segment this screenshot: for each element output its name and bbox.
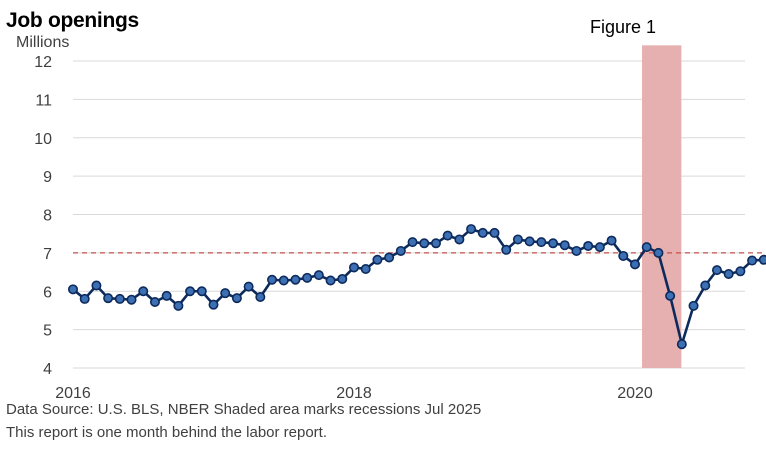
y-tick-label: 4 bbox=[43, 361, 52, 378]
data-source-note: Data Source: U.S. BLS, NBER Shaded area … bbox=[6, 401, 482, 418]
data-point bbox=[653, 247, 664, 258]
report-lag-note: This report is one month behind the labo… bbox=[6, 424, 328, 441]
data-point bbox=[524, 236, 535, 247]
data-point bbox=[571, 245, 582, 256]
data-point bbox=[548, 238, 559, 249]
data-point bbox=[337, 273, 348, 284]
data-point bbox=[231, 293, 242, 304]
y-axis-label: Millions bbox=[16, 34, 70, 51]
data-point bbox=[360, 263, 371, 274]
data-point bbox=[255, 292, 266, 303]
data-point bbox=[606, 235, 617, 246]
data-point bbox=[220, 288, 231, 299]
data-point bbox=[536, 237, 547, 248]
y-tick-label: 10 bbox=[34, 131, 52, 148]
data-point bbox=[711, 265, 722, 276]
data-point bbox=[114, 293, 125, 304]
y-tick-label: 6 bbox=[43, 284, 52, 301]
y-tick-label: 12 bbox=[34, 54, 52, 71]
data-point bbox=[559, 240, 570, 251]
data-point bbox=[583, 240, 594, 251]
x-tick-label: 2016 bbox=[55, 385, 91, 400]
data-point bbox=[91, 280, 102, 291]
data-point bbox=[419, 238, 430, 249]
data-point bbox=[594, 242, 605, 253]
data-point bbox=[489, 227, 500, 238]
data-point bbox=[676, 339, 687, 350]
data-point bbox=[267, 274, 278, 285]
data-point bbox=[407, 237, 418, 248]
data-point bbox=[208, 299, 219, 310]
data-point bbox=[758, 254, 766, 265]
data-point bbox=[665, 290, 676, 301]
data-point bbox=[477, 227, 488, 238]
data-point bbox=[149, 296, 160, 307]
data-point bbox=[138, 286, 149, 297]
data-point bbox=[735, 266, 746, 277]
data-point bbox=[173, 300, 184, 311]
data-point bbox=[629, 259, 640, 270]
y-tick-label: 7 bbox=[43, 246, 52, 263]
data-point bbox=[302, 272, 313, 283]
figure-label: Figure 1 bbox=[590, 17, 657, 37]
data-point bbox=[290, 274, 301, 285]
y-tick-label: 11 bbox=[35, 92, 52, 109]
data-point bbox=[278, 275, 289, 286]
x-tick-label: 2018 bbox=[336, 385, 372, 400]
data-point bbox=[466, 224, 477, 235]
data-point bbox=[384, 252, 395, 263]
data-point bbox=[700, 280, 711, 291]
data-point bbox=[747, 255, 758, 266]
data-point bbox=[313, 270, 324, 281]
y-tick-label: 8 bbox=[43, 208, 52, 225]
x-tick-label: 2020 bbox=[617, 385, 653, 400]
data-point bbox=[442, 230, 453, 241]
data-point bbox=[161, 290, 172, 301]
data-point bbox=[454, 234, 465, 245]
data-point bbox=[196, 286, 207, 297]
data-point bbox=[185, 286, 196, 297]
data-point bbox=[243, 281, 254, 292]
data-point bbox=[723, 268, 734, 279]
data-point bbox=[348, 262, 359, 273]
data-point bbox=[325, 275, 336, 286]
chart-title: Job openings bbox=[6, 9, 139, 32]
data-point bbox=[618, 250, 629, 261]
data-point bbox=[430, 238, 441, 249]
data-point bbox=[68, 284, 79, 295]
data-point bbox=[79, 293, 90, 304]
data-point bbox=[126, 294, 137, 305]
line-chart: 45678910111220162018202020222024 bbox=[34, 45, 766, 400]
data-point bbox=[372, 254, 383, 265]
data-point bbox=[103, 293, 114, 304]
data-point bbox=[641, 242, 652, 253]
data-point bbox=[395, 245, 406, 256]
data-point bbox=[688, 300, 699, 311]
y-tick-label: 5 bbox=[43, 323, 52, 340]
y-tick-label: 9 bbox=[43, 169, 52, 186]
data-point bbox=[512, 234, 523, 245]
data-point bbox=[501, 244, 512, 255]
